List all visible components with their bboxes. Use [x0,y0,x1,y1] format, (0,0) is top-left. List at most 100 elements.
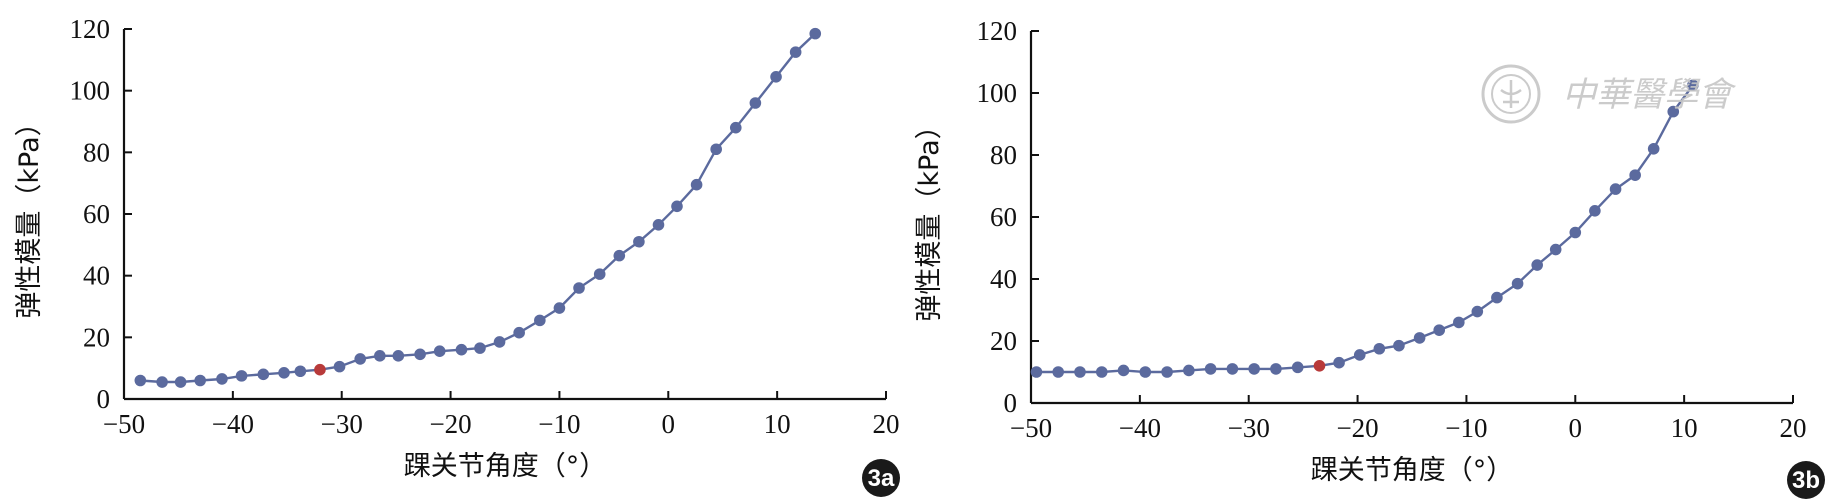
x-tick-label: −20 [1336,413,1378,443]
data-point [1161,366,1173,378]
watermark-seal-icon [1481,64,1541,124]
data-point [235,370,248,382]
x-tick-label: 20 [873,409,900,439]
data-point [455,343,468,356]
data-point [1491,291,1503,304]
data-point [174,376,187,388]
data-point [1589,205,1601,217]
data-point [374,350,386,362]
x-tick-label: 20 [1780,413,1807,443]
data-point [553,302,566,314]
data-point [809,27,822,40]
data-point [493,336,506,348]
data-point [534,314,546,327]
data-point [392,350,405,362]
data-point [278,366,290,379]
panel-badge [862,459,900,497]
x-tick-label: 0 [662,409,676,439]
data-point [729,121,742,134]
y-tick-label: 100 [70,76,111,106]
y-tick-label: 60 [83,199,110,229]
data-point [1248,363,1260,375]
data-point [613,249,626,262]
series-line [140,32,817,384]
data-point [474,342,486,354]
y-tick-label: 40 [83,261,110,291]
y-tick-label: 40 [990,264,1017,294]
x-axis-title: 踝关节角度（°） [404,451,607,482]
panel-badge-label: 3b [1792,467,1820,494]
data-point [573,282,585,294]
data-point [690,178,703,191]
data-point [749,97,762,109]
x-tick-label: −10 [1445,413,1487,443]
data-point [194,374,206,387]
data-point [513,326,525,339]
data-point [1453,316,1465,329]
data-point [1569,226,1582,239]
data-point [354,353,367,365]
y-tick-label: 20 [83,322,110,352]
x-tick-label: −20 [429,409,471,439]
data-point [1647,143,1660,155]
data-point [433,345,446,358]
y-tick-label: 60 [990,202,1017,232]
data-point [633,235,645,248]
panel-3a: −50 −40 −30 −20 −10 0 10 20 0 20 40 60 80 100 120 踝关节角度… [14,14,900,497]
data-point [1270,363,1282,375]
x-tick-label: 10 [1671,413,1698,443]
x-tick-label: −30 [321,409,363,439]
x-tick-label: 0 [1569,413,1583,443]
y-tick-label: 120 [977,16,1018,46]
watermark-text: 中華醫學會 [1562,75,1737,115]
y-axis-title: 弹性模量（kPa） [14,109,45,318]
highlight-point [1313,360,1326,372]
data-point [1373,342,1386,355]
y-tick-label: 0 [97,384,111,414]
data-point [134,374,147,387]
data-point [789,46,802,58]
data-point [710,143,722,156]
y-tick-label: 20 [990,326,1017,356]
panel-3b: −50 −40 −30 −20 −10 0 10 20 0 20 40 60 80 100 120 踝关节角度… [914,16,1825,499]
y-tick-label: 100 [977,78,1018,108]
data-point [1291,361,1304,374]
data-point [414,348,426,361]
data-point [1117,364,1130,377]
y-tick-label: 80 [83,137,110,167]
data-point [1393,339,1405,352]
data-point [294,365,307,378]
data-point [1030,366,1043,378]
data-point [216,373,228,385]
data-point [1471,305,1484,318]
data-point [1531,259,1543,271]
data-point [1667,105,1680,118]
x-tick-label: −50 [103,409,145,439]
data-point [333,360,346,373]
x-tick-label: −50 [1010,413,1052,443]
data-point [1204,363,1217,375]
x-tick-label: −40 [212,409,254,439]
data-point [1226,363,1239,375]
x-tick-label: 10 [764,409,791,439]
panel-badge-label: 3a [868,465,895,492]
data-point [156,376,168,388]
data-point [1433,324,1446,336]
data-point [1687,79,1699,92]
data-point [1549,243,1562,256]
x-tick-label: −10 [538,409,580,439]
data-point [1052,366,1065,378]
data-point [1139,366,1152,378]
series-line [1036,84,1694,374]
data-point [1095,366,1108,378]
x-tick-label: −40 [1119,413,1161,443]
y-tick-label: 0 [1004,388,1018,418]
y-axis-title: 弹性模量（kPa） [914,112,945,321]
data-point [593,268,606,280]
data-point [257,368,270,381]
data-point [1333,356,1345,369]
y-tick-label: 80 [990,140,1017,170]
panel-badge [1787,461,1825,499]
watermark: 中華醫學會 [1481,64,1737,124]
